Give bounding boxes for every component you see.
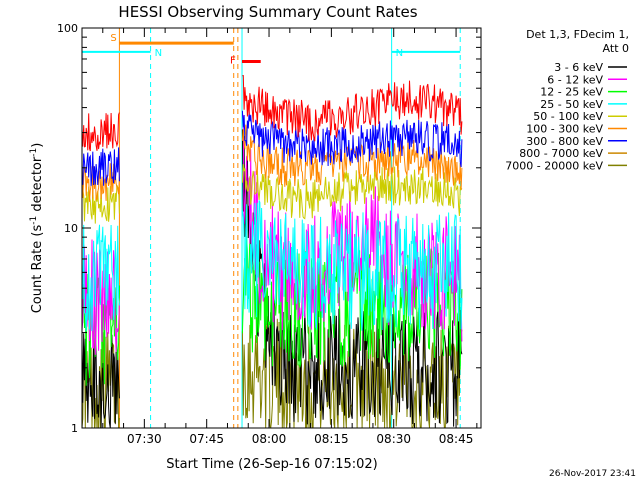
legend-header: Att 0	[603, 42, 629, 55]
x-tick-label: 08:30	[376, 432, 411, 446]
y-axis-title-part: )	[30, 143, 45, 148]
x-tick-label: 08:15	[314, 432, 349, 446]
y-axis-title-part: Count Rate (s	[30, 225, 45, 314]
y-axis-title: Count Rate (s-1 detector-1)	[29, 143, 45, 314]
data-series-line	[81, 164, 463, 224]
legend-label: 3 - 6 keV	[554, 61, 603, 74]
x-tick-label: 08:00	[252, 432, 287, 446]
plot-layer: S N N F	[81, 28, 463, 429]
y-axis-title-superscript: -1	[29, 216, 39, 225]
generation-timestamp: 26-Nov-2017 23:41	[549, 469, 636, 479]
y-axis-title-superscript: -1	[29, 148, 39, 157]
y-tick-label: 10	[64, 222, 78, 235]
x-axis-title: Start Time (26-Sep-16 07:15:02)	[166, 457, 377, 472]
axis-layer: 1 10 100 07:30 07:45 08:00 08:15 08:30 08:45	[57, 22, 482, 446]
y-axis-title-part: detector	[30, 156, 45, 216]
legend-label: 800 - 7000 keV	[519, 147, 603, 160]
data-series-line	[81, 200, 463, 332]
x-tick-label: 07:45	[189, 432, 224, 446]
data-series-line	[81, 74, 463, 152]
legend-label: 6 - 12 keV	[547, 73, 603, 86]
flag-label: S	[110, 33, 116, 44]
data-series-line	[81, 110, 463, 186]
chart-title: HESSI Observing Summary Count Rates	[118, 3, 417, 21]
data-series-line	[81, 129, 463, 429]
x-tick-label: 08:45	[439, 432, 474, 446]
legend-label: 100 - 300 keV	[526, 123, 603, 136]
x-tick-label: 07:30	[127, 432, 162, 446]
flag-label: N	[155, 48, 162, 59]
legend-label: 50 - 100 keV	[533, 110, 603, 123]
y-tick-label: 1	[71, 422, 78, 435]
legend-label: 300 - 800 keV	[526, 135, 603, 148]
flag-label: F	[230, 55, 236, 66]
legend-label: 12 - 25 keV	[540, 86, 603, 99]
legend-header: Det 1,3, FDecim 1,	[526, 28, 629, 41]
flag-label: N	[396, 48, 403, 59]
y-tick-label: 100	[57, 22, 78, 35]
legend-label: 7000 - 20000 keV	[505, 159, 603, 172]
legend-label: 25 - 50 keV	[540, 98, 603, 111]
